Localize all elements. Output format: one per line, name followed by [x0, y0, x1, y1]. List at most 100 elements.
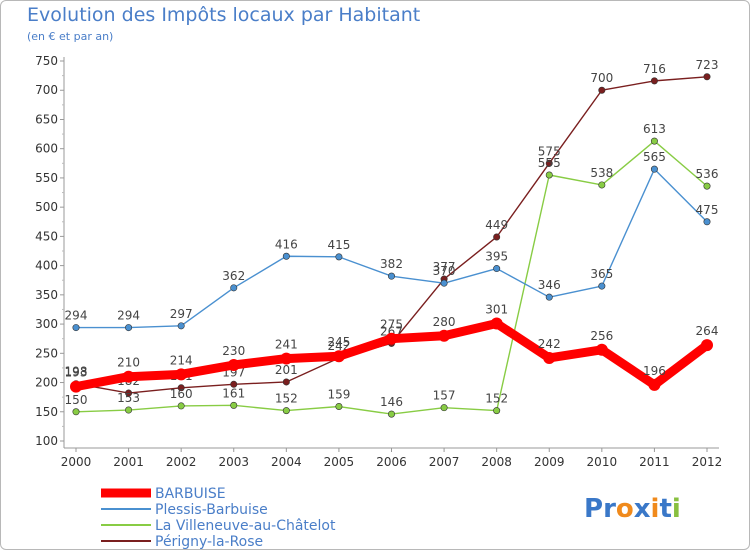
data-point: [282, 378, 290, 386]
y-tick-label: 350: [35, 288, 58, 302]
data-point: [490, 317, 503, 330]
data-label: 157: [433, 389, 456, 403]
y-tick-label: 650: [35, 112, 58, 126]
data-point: [703, 182, 711, 190]
data-label: 346: [538, 278, 561, 292]
data-label: 264: [696, 324, 719, 338]
data-label: 214: [170, 353, 193, 367]
data-label: 242: [538, 337, 561, 351]
legend-label: BARBUISE: [155, 486, 226, 502]
data-point: [282, 407, 290, 415]
data-label: 159: [327, 388, 350, 402]
data-label: 297: [170, 307, 193, 321]
data-point: [650, 77, 658, 85]
data-point: [125, 324, 133, 332]
data-label: 152: [485, 392, 508, 406]
data-label: 150: [65, 393, 88, 407]
data-point: [493, 265, 501, 273]
logo-letter: x: [634, 494, 651, 524]
logo-letter: P: [584, 494, 603, 524]
data-label: 160: [170, 387, 193, 401]
y-tick-label: 300: [35, 317, 58, 331]
data-label: 294: [117, 309, 140, 323]
data-label: 230: [222, 344, 245, 358]
data-point: [335, 253, 343, 261]
data-point: [177, 402, 185, 410]
data-label: 723: [696, 58, 719, 72]
data-point: [703, 218, 711, 226]
x-tick-label: 2002: [166, 455, 197, 469]
legend-label: Périgny-la-Rose: [155, 534, 263, 550]
data-point: [493, 407, 501, 415]
data-label: 198: [65, 365, 88, 379]
data-point: [227, 359, 240, 371]
data-point: [335, 403, 343, 411]
data-label: 196: [643, 364, 666, 378]
logo-letter: i: [672, 494, 681, 524]
data-point: [595, 343, 608, 356]
data-label: 613: [643, 122, 666, 136]
data-point: [440, 404, 448, 412]
data-label: 575: [538, 144, 561, 158]
data-label: 241: [275, 338, 298, 352]
data-point: [438, 329, 451, 342]
data-label: 475: [696, 203, 719, 217]
data-label: 716: [643, 62, 666, 76]
data-label: 700: [590, 71, 613, 85]
data-label: 153: [117, 391, 140, 405]
data-point: [440, 279, 448, 287]
data-label: 242: [327, 339, 350, 353]
data-label: 536: [696, 167, 719, 181]
data-point: [72, 408, 80, 416]
y-tick-label: 550: [35, 171, 58, 185]
data-point: [598, 86, 606, 94]
data-point: [282, 252, 290, 260]
data-label: 301: [485, 302, 508, 316]
data-label: 416: [275, 237, 298, 251]
x-tick-label: 2007: [429, 455, 460, 469]
data-point: [280, 352, 293, 365]
data-label: 201: [275, 363, 298, 377]
data-point: [125, 389, 133, 397]
y-tick-label: 200: [35, 376, 58, 390]
data-point: [385, 332, 398, 345]
logo-letter: i: [651, 494, 660, 524]
data-point: [650, 165, 658, 173]
data-label: 365: [590, 267, 613, 281]
x-tick-label: 2010: [587, 455, 618, 469]
data-label: 256: [590, 329, 613, 343]
data-label: 565: [643, 150, 666, 164]
x-tick-label: 2012: [692, 455, 723, 469]
data-point: [387, 410, 395, 418]
legend-label: La Villeneuve-au-Châtelot: [155, 518, 336, 534]
data-label: 280: [433, 315, 456, 329]
data-point: [545, 159, 553, 167]
data-label: 555: [538, 156, 561, 170]
data-point: [125, 406, 133, 414]
data-label: 152: [275, 392, 298, 406]
y-tick-label: 450: [35, 229, 58, 243]
x-tick-label: 2001: [113, 455, 144, 469]
data-point: [230, 284, 238, 292]
proxiti-logo: Proxiti: [584, 494, 681, 524]
y-tick-label: 400: [35, 259, 58, 273]
data-label: 161: [222, 386, 245, 400]
data-point: [545, 171, 553, 179]
x-tick-label: 2004: [271, 455, 302, 469]
y-tick-label: 500: [35, 200, 58, 214]
y-tick-label: 150: [35, 405, 58, 419]
y-tick-label: 600: [35, 142, 58, 156]
data-label: 449: [485, 218, 508, 232]
data-point: [493, 233, 501, 241]
logo-letter: o: [616, 494, 634, 524]
data-label: 245: [327, 335, 350, 349]
data-point: [648, 378, 661, 391]
legend-label: Plessis-Barbuise: [155, 502, 268, 518]
y-tick-label: 250: [35, 346, 58, 360]
chart-title: Evolution des Impôts locaux par Habitant: [27, 4, 421, 26]
data-label: 193: [65, 366, 88, 380]
data-label: 538: [590, 166, 613, 180]
x-tick-label: 2009: [534, 455, 565, 469]
data-label: 415: [327, 238, 350, 252]
x-tick-label: 2008: [481, 455, 512, 469]
